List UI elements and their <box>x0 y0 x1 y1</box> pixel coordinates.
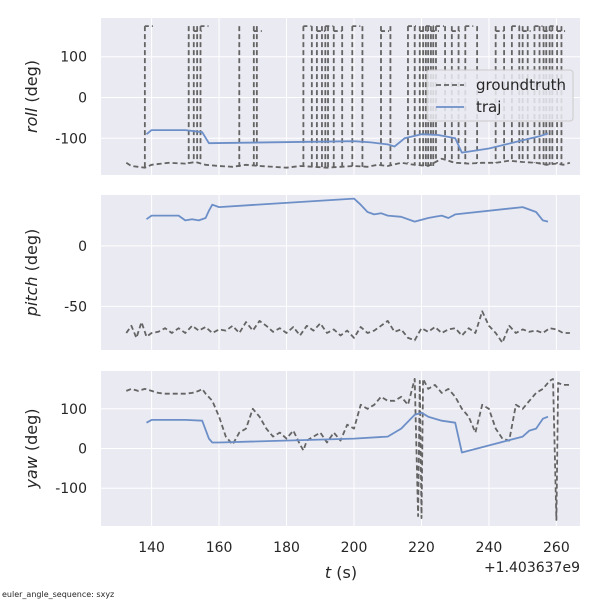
x-tick-label: 160 <box>206 540 233 556</box>
legend-label-traj: traj <box>476 98 501 116</box>
panel-pitch: -50 0 pitch (deg) <box>22 195 580 350</box>
y-tick-label: 0 <box>78 239 87 255</box>
legend-box <box>426 69 574 122</box>
x-tick-label: 220 <box>408 540 435 556</box>
panel-background <box>101 195 580 350</box>
x-tick-label: 180 <box>273 540 300 556</box>
legend-label-groundtruth: groundtruth <box>476 76 566 94</box>
y-axis-label-unit: (deg) <box>22 60 41 108</box>
x-tick-label: 240 <box>476 540 503 556</box>
footnote: euler_angle_sequence: sxyz <box>2 590 114 599</box>
x-offset-label: +1.403637e9 <box>484 560 580 576</box>
y-axis-label-unit: (deg) <box>22 229 41 277</box>
y-axis-label-var: yaw <box>22 455 41 489</box>
y-tick-label: -50 <box>64 299 87 315</box>
groundtruth-line <box>125 310 570 344</box>
x-tick-label: 260 <box>543 540 570 556</box>
y-tick-label: 100 <box>60 50 87 66</box>
y-tick-label: -100 <box>55 131 87 147</box>
plot-panels: -100 0 100 roll (deg) groundtruth traj -50 0 pit… <box>22 18 580 526</box>
x-axis: 140 160 180 200 220 240 260 <box>138 540 570 556</box>
groundtruth-line <box>125 378 570 521</box>
y-tick-label: 0 <box>78 442 87 458</box>
y-axis-label-unit: (deg) <box>22 408 41 456</box>
panel-roll: -100 0 100 roll (deg) groundtruth traj <box>22 18 580 175</box>
y-tick-label: 100 <box>60 402 87 418</box>
y-axis-label-var: roll <box>22 107 41 133</box>
x-axis-label: t (s) <box>325 563 357 582</box>
y-tick-label: 0 <box>78 91 87 107</box>
y-axis-label-var: pitch <box>22 276 41 317</box>
y-axis-label-pitch: pitch (deg) <box>22 229 41 318</box>
x-tick-label: 200 <box>341 540 368 556</box>
x-tick-label: 140 <box>138 540 165 556</box>
y-axis-label-yaw: yaw (deg) <box>22 408 41 489</box>
traj-line <box>145 129 549 154</box>
series-group <box>125 378 570 521</box>
y-tick-label: -100 <box>55 481 87 497</box>
y-axis-label-roll: roll (deg) <box>22 60 41 133</box>
legend: groundtruth traj <box>426 69 574 122</box>
groundtruth-line <box>125 157 571 169</box>
series-group <box>125 197 570 344</box>
traj-line <box>145 197 549 223</box>
traj-line <box>146 411 549 454</box>
panel-yaw: -100 0 100 yaw (deg) <box>22 371 580 526</box>
